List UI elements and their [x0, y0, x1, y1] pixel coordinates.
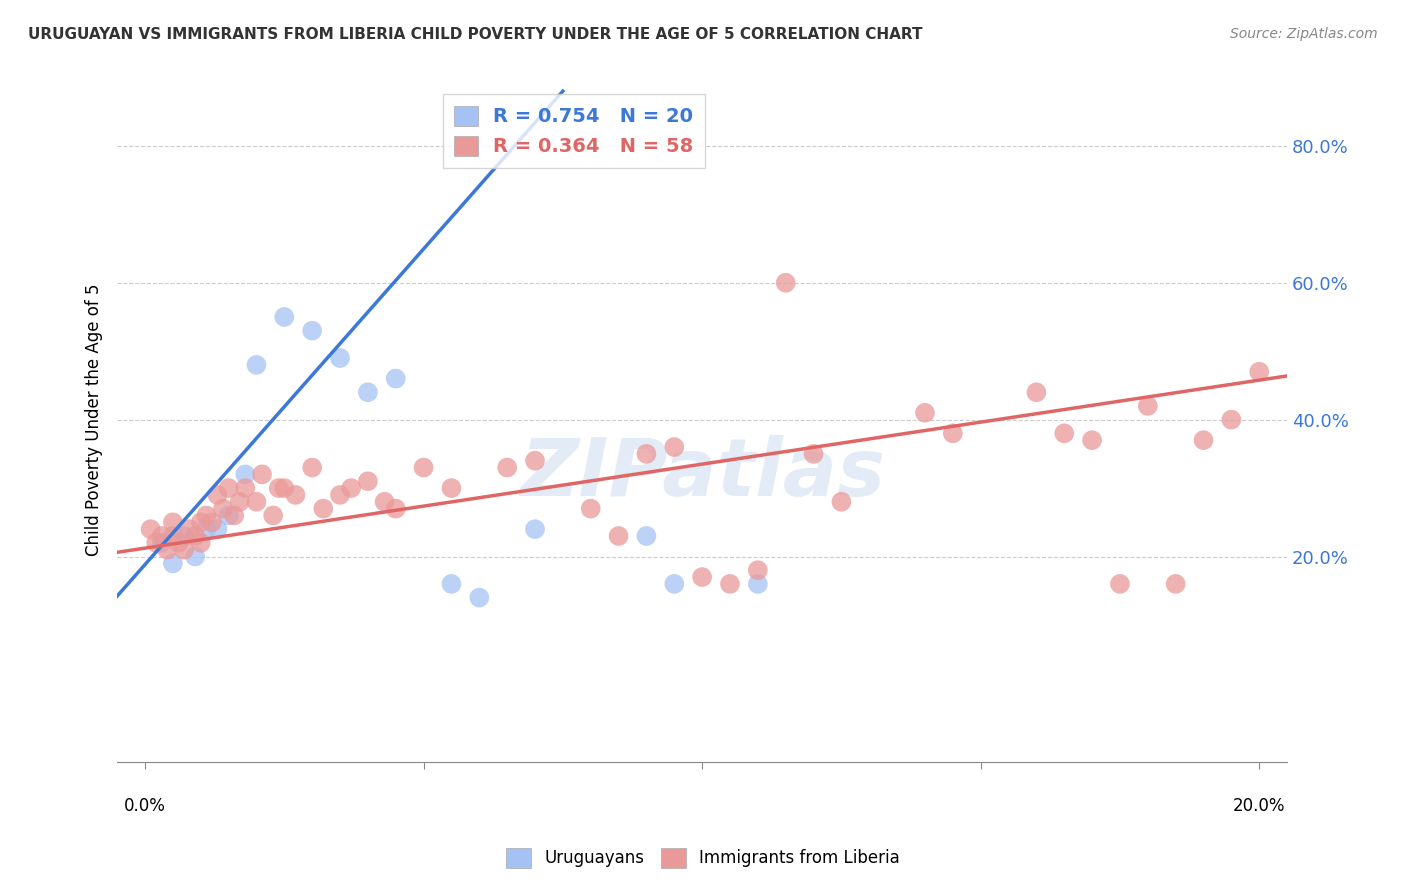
Point [218, 481, 240, 495]
Legend: Uruguayans, Immigrants from Liberia: Uruguayans, Immigrants from Liberia [499, 841, 907, 875]
Point [664, 577, 686, 591]
Point [329, 488, 352, 502]
Point [145, 536, 167, 550]
Point [229, 495, 252, 509]
Point [233, 481, 256, 495]
Point [747, 563, 769, 577]
Point [1164, 577, 1187, 591]
Point [245, 495, 267, 509]
Point [301, 460, 323, 475]
Text: 0.0%: 0.0% [124, 797, 166, 814]
Point [273, 310, 295, 324]
Point [340, 481, 363, 495]
Point [267, 481, 290, 495]
Point [195, 522, 218, 536]
Point [312, 501, 335, 516]
Text: 20.0%: 20.0% [1233, 797, 1285, 814]
Point [1192, 433, 1215, 447]
Point [207, 488, 229, 502]
Point [201, 516, 224, 530]
Point [496, 460, 519, 475]
Point [579, 501, 602, 516]
Point [1249, 365, 1271, 379]
Point [162, 516, 184, 530]
Point [664, 440, 686, 454]
Point [468, 591, 491, 605]
Point [357, 385, 380, 400]
Point [440, 577, 463, 591]
Legend: R = 0.754   N = 20, R = 0.364   N = 58: R = 0.754 N = 20, R = 0.364 N = 58 [443, 94, 706, 168]
Point [607, 529, 630, 543]
Point [1025, 385, 1047, 400]
Text: Source: ZipAtlas.com: Source: ZipAtlas.com [1230, 27, 1378, 41]
Point [412, 460, 434, 475]
Point [830, 495, 852, 509]
Point [747, 577, 769, 591]
Point [384, 371, 406, 385]
Point [1109, 577, 1132, 591]
Point [150, 536, 173, 550]
Point [233, 467, 256, 482]
Point [173, 542, 195, 557]
Point [250, 467, 273, 482]
Point [190, 516, 212, 530]
Point [173, 529, 195, 543]
Point [775, 276, 797, 290]
Point [150, 529, 173, 543]
Point [524, 522, 547, 536]
Point [284, 488, 307, 502]
Text: ZIPatlas: ZIPatlas [520, 435, 884, 514]
Point [167, 536, 190, 550]
Text: URUGUAYAN VS IMMIGRANTS FROM LIBERIA CHILD POVERTY UNDER THE AGE OF 5 CORRELATIO: URUGUAYAN VS IMMIGRANTS FROM LIBERIA CHI… [28, 27, 922, 42]
Point [179, 522, 201, 536]
Point [914, 406, 936, 420]
Point [184, 549, 207, 564]
Point [273, 481, 295, 495]
Point [718, 577, 741, 591]
Point [301, 324, 323, 338]
Point [207, 522, 229, 536]
Point [357, 475, 380, 489]
Point [162, 557, 184, 571]
Point [1220, 412, 1243, 426]
Point [942, 426, 965, 441]
Point [803, 447, 825, 461]
Point [262, 508, 284, 523]
Point [245, 358, 267, 372]
Point [524, 453, 547, 467]
Point [1081, 433, 1104, 447]
Point [184, 529, 207, 543]
Point [374, 495, 396, 509]
Point [384, 501, 406, 516]
Point [195, 508, 218, 523]
Point [156, 542, 179, 557]
Point [139, 522, 162, 536]
Point [329, 351, 352, 365]
Y-axis label: Child Poverty Under the Age of 5: Child Poverty Under the Age of 5 [86, 284, 103, 556]
Point [212, 501, 235, 516]
Point [1053, 426, 1076, 441]
Point [690, 570, 713, 584]
Point [636, 447, 658, 461]
Point [162, 529, 184, 543]
Point [440, 481, 463, 495]
Point [1136, 399, 1159, 413]
Point [190, 536, 212, 550]
Point [224, 508, 246, 523]
Point [636, 529, 658, 543]
Point [218, 508, 240, 523]
